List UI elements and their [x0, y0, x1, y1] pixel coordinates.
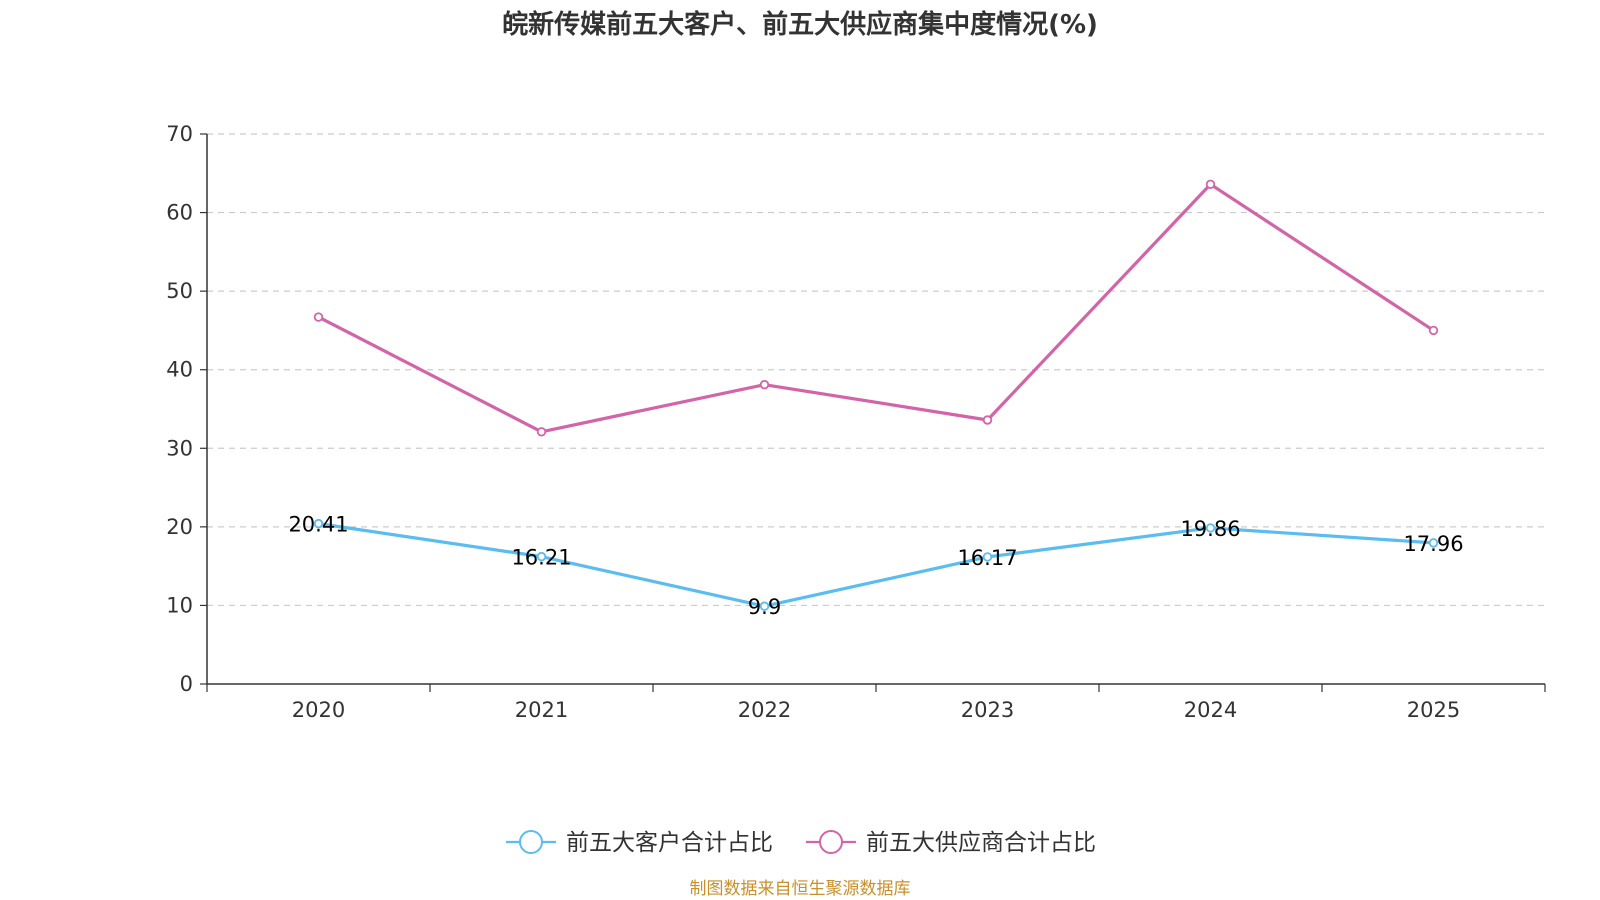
x-tick-label: 2024	[1184, 698, 1237, 722]
grid-lines	[207, 133, 1545, 607]
y-tick-label: 70	[166, 122, 193, 146]
data-point[interactable]	[1205, 179, 1216, 189]
y-tick-label: 0	[180, 672, 193, 696]
legend-item-2[interactable]: 前五大供应商合计占比	[806, 830, 1096, 856]
data-point[interactable]	[982, 415, 993, 425]
data-labels: 20.41 16.21 9.9 16.17 19.86 17.96	[288, 513, 1463, 620]
y-tick-label: 60	[166, 201, 193, 225]
data-label: 17.96	[1403, 532, 1463, 556]
y-tick-label: 30	[166, 436, 193, 460]
legend-item-1[interactable]: 前五大客户合计占比	[506, 830, 773, 856]
series-group	[313, 179, 1439, 611]
x-tick-label: 2023	[961, 698, 1014, 722]
source-note: 制图数据来自恒生聚源数据库	[690, 879, 911, 899]
x-tick-label: 2021	[515, 698, 568, 722]
data-label: 9.9	[748, 595, 781, 619]
legend-label: 前五大供应商合计占比	[866, 830, 1096, 856]
data-label: 16.21	[511, 546, 571, 570]
data-point[interactable]	[1428, 538, 1439, 548]
data-point[interactable]	[759, 379, 770, 390]
data-point[interactable]	[313, 312, 324, 322]
data-label: 20.41	[288, 513, 348, 537]
x-tick-label: 2020	[292, 698, 345, 722]
legend[interactable]: 前五大客户合计占比 前五大供应商合计占比	[506, 830, 1096, 856]
data-point[interactable]	[982, 552, 993, 562]
legend-swatch-marker	[819, 830, 843, 854]
data-point[interactable]	[1428, 325, 1439, 336]
data-point[interactable]	[536, 551, 547, 562]
legend-label: 前五大客户合计占比	[566, 830, 773, 856]
data-label: 19.86	[1180, 517, 1240, 541]
x-tick-label: 2022	[738, 698, 791, 722]
series-line-1	[318, 522, 1434, 608]
data-point[interactable]	[536, 427, 547, 437]
axes: 0 10 20 30 40 50 60 70 2020 2021 2022 2023 2024 2025	[166, 122, 1546, 722]
chart-title: 皖新传媒前五大客户、前五大供应商集中度情况(%)	[502, 9, 1098, 40]
x-tick-label: 2025	[1407, 698, 1460, 722]
data-point[interactable]	[759, 601, 770, 611]
data-point[interactable]	[1205, 523, 1216, 533]
y-tick-label: 20	[166, 515, 193, 539]
y-tick-label: 40	[166, 358, 193, 382]
y-tick-label: 50	[166, 279, 193, 303]
legend-swatch-marker	[519, 830, 543, 854]
data-label: 16.17	[957, 546, 1017, 570]
data-point[interactable]	[313, 518, 324, 529]
series-line-2	[317, 182, 1435, 434]
y-tick-label: 10	[166, 593, 193, 617]
